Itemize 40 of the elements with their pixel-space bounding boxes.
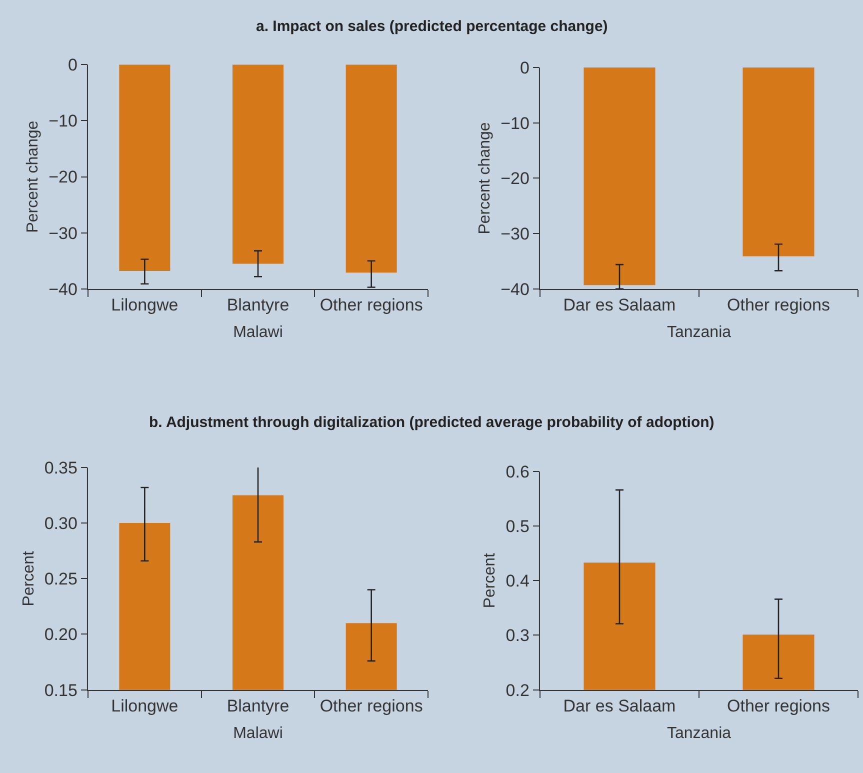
x-tick-label: Lilongwe [111,295,178,314]
y-tick-label: 0.30 [44,514,78,533]
y-tick-label: −40 [48,280,78,299]
y-tick-label: −10 [500,114,530,133]
y-tick-label: 0.25 [44,570,78,589]
x-tick-label: Blantyre [226,696,290,716]
x-axis-title: Tanzania [666,725,732,742]
x-tick-label: Dar es Salaam [563,295,676,314]
y-tick-label: −20 [500,169,530,188]
chart-title: b. Adjustment through digitalization (predicted average probability of adoption) [149,414,714,431]
y-tick-label: −30 [500,224,530,244]
x-tick-label: Other regions [320,295,423,314]
x-axis-title: Tanzania [666,324,732,342]
x-tick-label: Other regions [727,696,830,716]
y-axis-title: Percent change [24,120,42,233]
y-tick-label: 0.35 [44,458,78,478]
y-tick-label: 0.3 [506,626,530,646]
x-tick-label: Lilongwe [111,696,178,716]
y-tick-label: 0.2 [506,680,530,700]
x-axis-title: Malawi [233,324,283,342]
x-tick-label: Other regions [727,295,830,314]
y-axis-title: Percent change [476,122,494,234]
y-tick-label: 0.15 [44,680,78,700]
y-tick-label: 0.4 [506,572,530,591]
chart-title: a. Impact on sales (predicted percentage change) [256,18,608,35]
y-tick-label: 0.5 [506,516,530,536]
y-tick-label: 0.20 [44,625,78,644]
x-tick-label: Dar es Salaam [563,696,676,716]
y-tick-label: 0 [68,56,78,75]
x-axis-title: Malawi [233,725,283,742]
y-tick-label: 0.6 [506,462,530,482]
y-tick-label: −40 [500,280,530,299]
y-axis-title: Percent [20,550,38,606]
y-tick-label: −30 [48,224,78,243]
x-tick-label: Other regions [320,696,423,716]
y-tick-label: −10 [48,112,78,131]
y-tick-label: 0 [520,58,530,78]
y-axis-title: Percent [482,552,499,608]
y-tick-label: −20 [48,168,78,187]
x-tick-label: Blantyre [226,295,290,314]
